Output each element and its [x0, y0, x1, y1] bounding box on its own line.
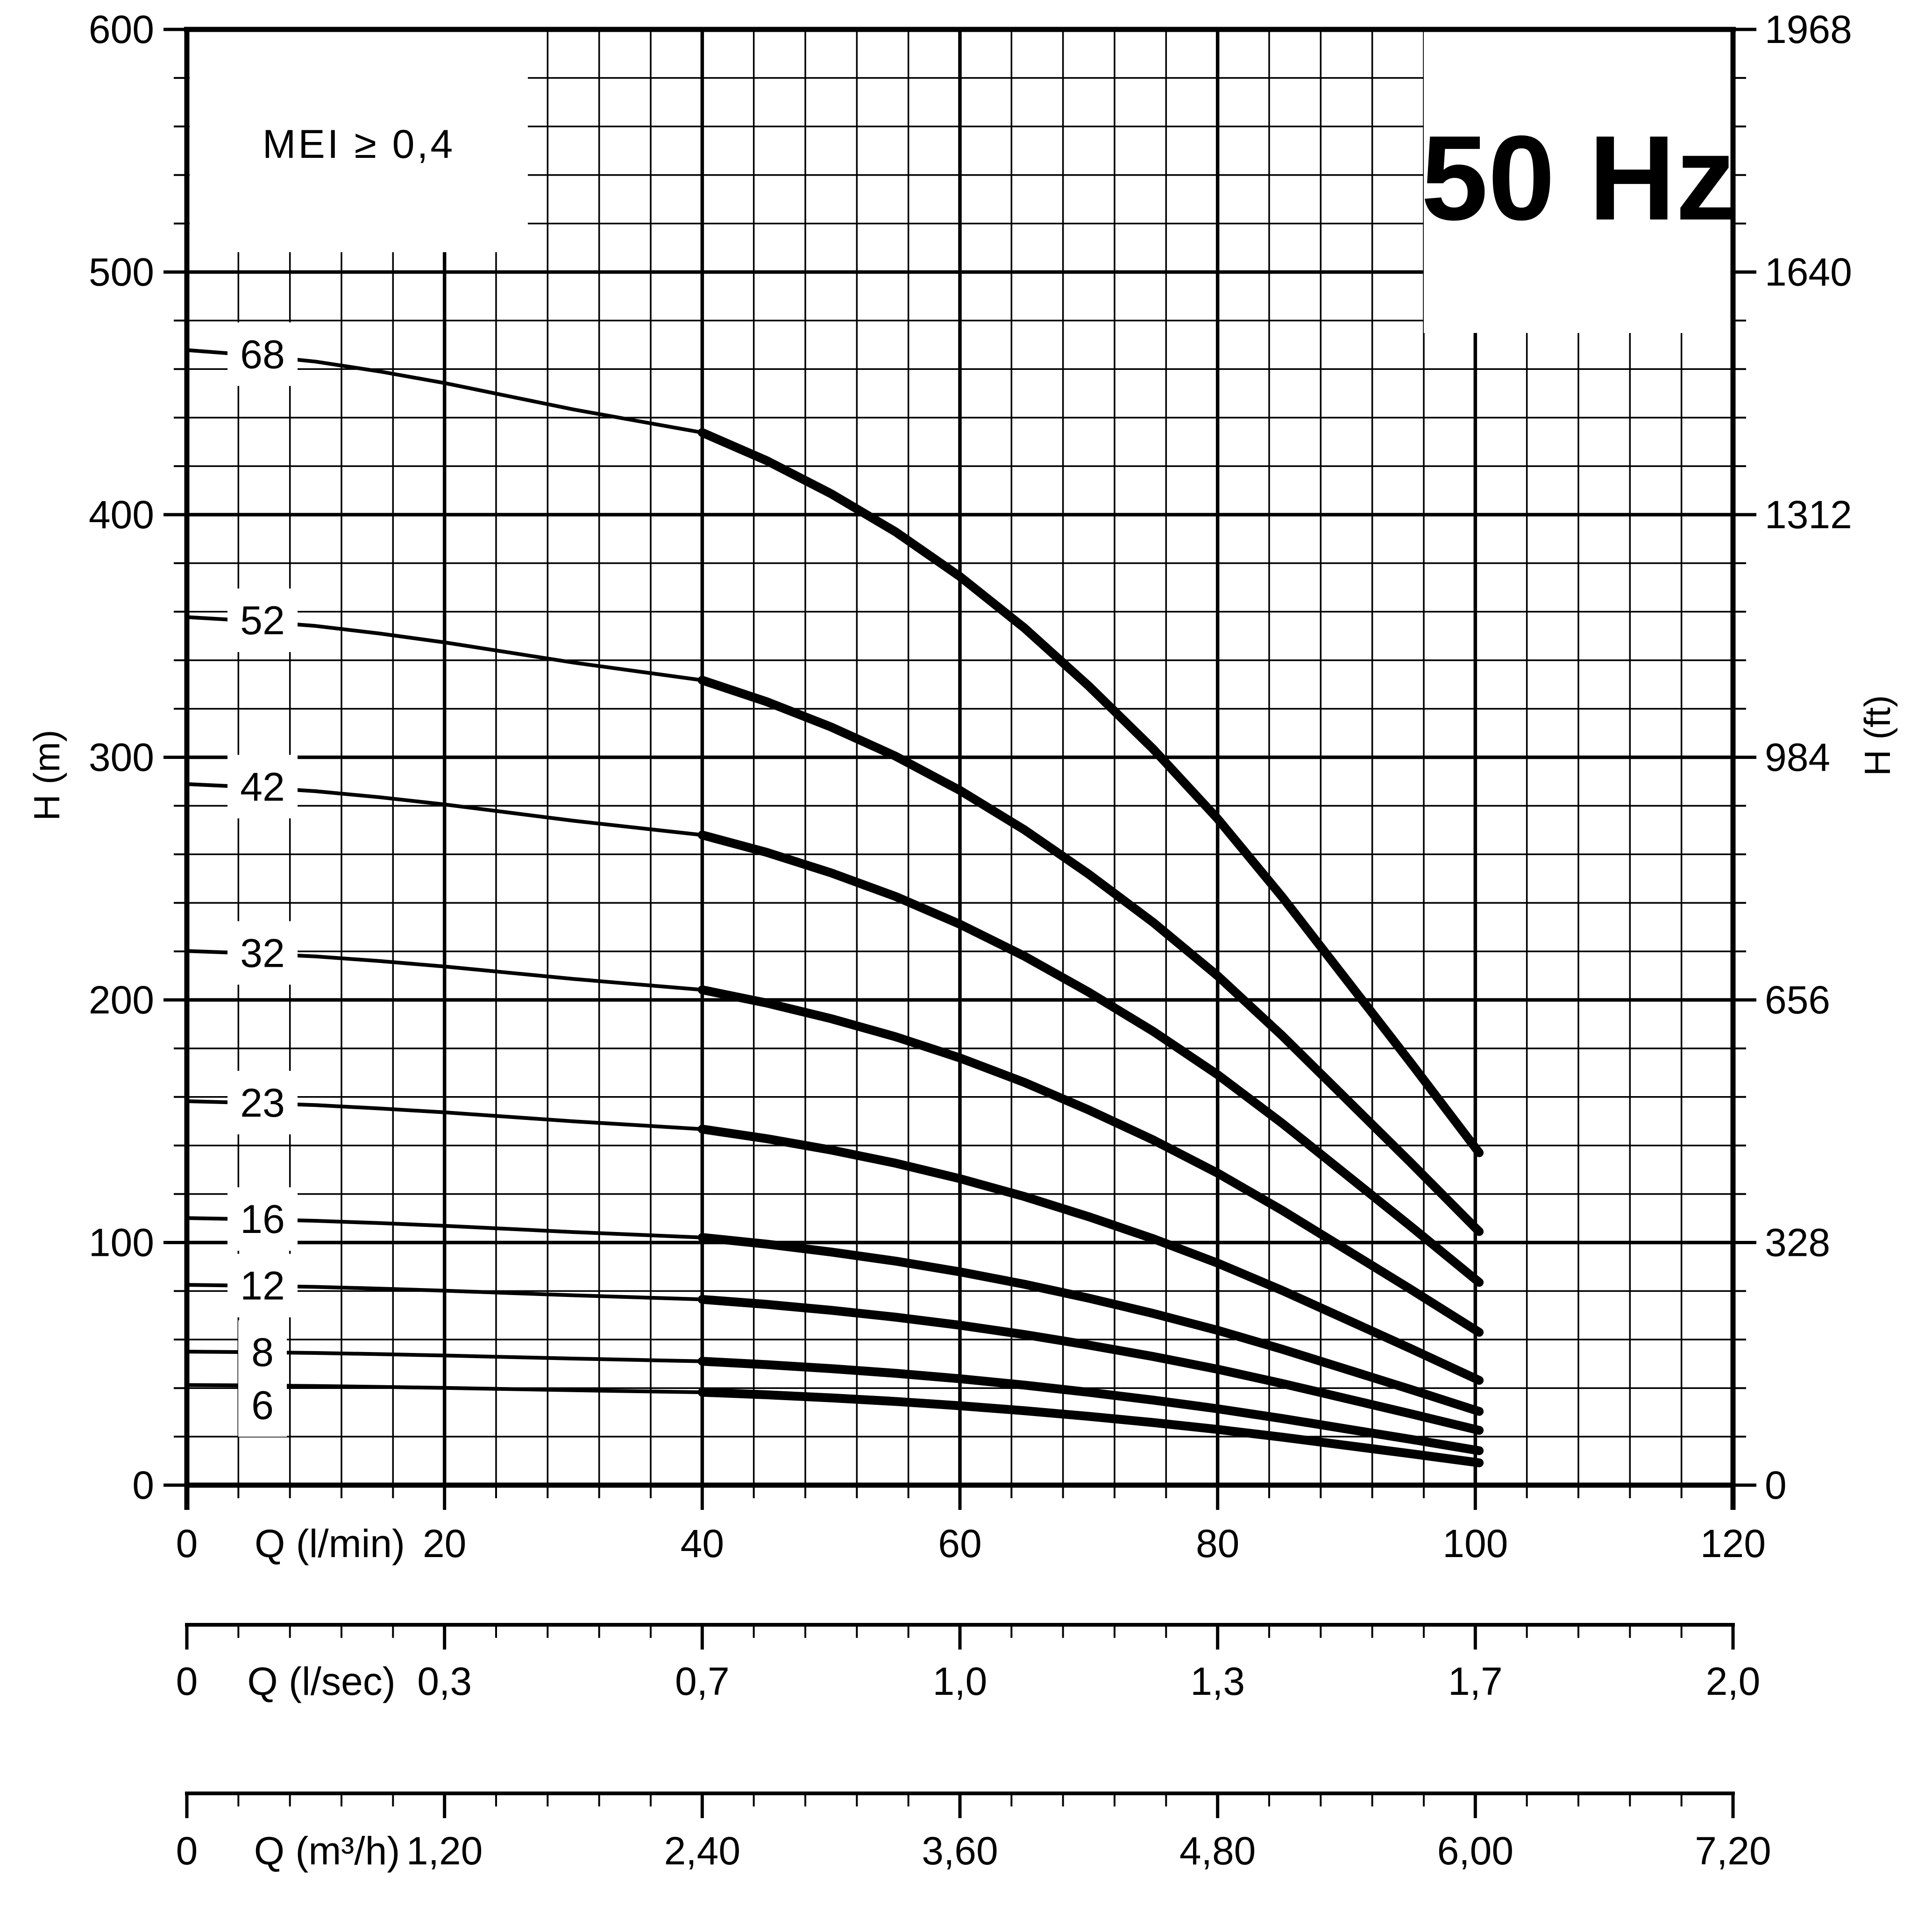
right-tick-label-1640: 1640: [1765, 250, 1852, 294]
curve-label-42: 42: [240, 765, 285, 809]
curve-label-box-52: [227, 588, 298, 652]
curve-label-52: 52: [240, 598, 285, 643]
g-axis-m3h-tick-label-4,80: 4,80: [1179, 1829, 1256, 1873]
curve-label-box-68: [227, 322, 298, 386]
g-axis-m3h-tick-label-1,20: 1,20: [406, 1829, 483, 1873]
curve-label-12: 12: [240, 1264, 285, 1309]
g-axis-lmin-tick-label-100: 100: [1442, 1522, 1508, 1565]
left-tick-label-400: 400: [89, 493, 154, 537]
curve-label-box-12: [227, 1253, 298, 1317]
right-axis-title: H (ft): [1857, 695, 1898, 776]
curve-thick-32: [697, 985, 1484, 1337]
g-axis-lmin-tick-label-0: 0: [176, 1522, 198, 1565]
right-tick-label-0: 0: [1765, 1463, 1787, 1507]
curve-label-box-23: [227, 1070, 298, 1134]
right-tick-label-328: 328: [1765, 1221, 1830, 1265]
bottom-axis-lmin: 0 20 40 60 80 100 120 Q (l/min): [176, 1485, 1766, 1565]
curve-stage-labels: 68 52 42 32 23 16 12 8 6: [227, 322, 298, 1437]
left-tick-label-500: 500: [89, 250, 154, 294]
g-axis-lmin-tick-label-20: 20: [423, 1522, 466, 1565]
frequency-label-background: [1424, 29, 1733, 333]
g-axis-lsec-tick-label-0: 0: [176, 1659, 198, 1703]
curve-label-32: 32: [240, 931, 285, 976]
right-tick-label-656: 656: [1765, 978, 1830, 1022]
bottom-axis-lsec: 0 0,3 0,7 1,0 1,3 1,7 2,0 Q (l/sec): [176, 1623, 1761, 1703]
g-axis-m3h-tick-label-6,00: 6,00: [1437, 1829, 1514, 1873]
curve-thick-8: [697, 1357, 1484, 1455]
g-axis-m3h-tick-label-7,20: 7,20: [1695, 1829, 1771, 1873]
curve-label-23: 23: [240, 1081, 285, 1126]
curve-label-8: 8: [251, 1330, 274, 1375]
left-tick-label-100: 100: [89, 1221, 154, 1265]
curve-thick-52: [697, 676, 1484, 1236]
curve-label-box-42: [227, 755, 298, 819]
curve-label-6: 6: [251, 1383, 274, 1428]
left-tick-label-600: 600: [89, 7, 154, 51]
left-tick-label-0: 0: [132, 1463, 154, 1507]
g-axis-lmin-tick-label-60: 60: [938, 1522, 981, 1565]
mei-label-background: [190, 31, 528, 252]
g-axis-lsec-tick-label-1,7: 1,7: [1448, 1659, 1503, 1703]
g-axis-lmin-tick-label-120: 120: [1700, 1522, 1766, 1565]
g-axis-lmin-tick-label-40: 40: [681, 1522, 724, 1565]
g-axis-lsec-tick-label-0,3: 0,3: [417, 1659, 472, 1703]
left-axis-title: H (m): [26, 730, 67, 821]
right-tick-label-1312: 1312: [1765, 493, 1852, 537]
curve-thick-23: [697, 1125, 1484, 1385]
curve-thick-68: [697, 428, 1484, 1157]
g-axis-lmin-tick-label-80: 80: [1196, 1522, 1239, 1565]
curve-label-box-6: [238, 1373, 287, 1437]
curve-label-68: 68: [240, 332, 285, 377]
g-axis-m3h-tick-label-3,60: 3,60: [922, 1829, 998, 1873]
pump-curves: [185, 348, 1484, 1467]
g-axis-m3h-tick-label-2,40: 2,40: [664, 1829, 741, 1873]
g-axis-lsec-tick-label-1,3: 1,3: [1190, 1659, 1245, 1703]
g-axis-m3h-tick-label-0: 0: [176, 1829, 198, 1873]
curve-thick-12: [697, 1295, 1484, 1435]
curve-thick-16: [697, 1233, 1484, 1416]
curve-label-16: 16: [240, 1197, 285, 1242]
g-axis-lsec-tick-label-0,7: 0,7: [675, 1659, 730, 1703]
curve-label-box-16: [227, 1187, 298, 1251]
right-tick-label-1968: 1968: [1765, 7, 1852, 51]
g-axis-lsec-tick-label-1,0: 1,0: [933, 1659, 987, 1703]
g-axis-lmin-unit-label: Q (l/min): [255, 1522, 405, 1565]
mei-label: MEI ≥ 0,4: [263, 122, 455, 167]
curve-thick-42: [697, 830, 1484, 1287]
left-axis: 600 500 400 300 200 100 0: [89, 7, 187, 1507]
frequency-label: 50 Hz: [1421, 110, 1736, 245]
curve-label-box-32: [227, 921, 298, 985]
right-axis: 1968 1640 1312 984 656 328 0: [1733, 7, 1852, 1507]
curve-thick-6: [697, 1388, 1484, 1467]
g-axis-lsec-tick-label-2,0: 2,0: [1706, 1659, 1761, 1703]
left-tick-label-200: 200: [89, 978, 154, 1022]
g-axis-lsec-unit-label: Q (l/sec): [247, 1659, 395, 1703]
label-backgrounds: [190, 29, 1733, 333]
left-tick-label-300: 300: [89, 736, 154, 779]
right-tick-label-984: 984: [1765, 736, 1830, 779]
bottom-axis-m3h: 0 1,20 2,40 3,60 4,80 6,00 7,20 Q (m³/h): [176, 1792, 1771, 1873]
g-axis-m3h-unit-label: Q (m³/h): [254, 1829, 400, 1873]
